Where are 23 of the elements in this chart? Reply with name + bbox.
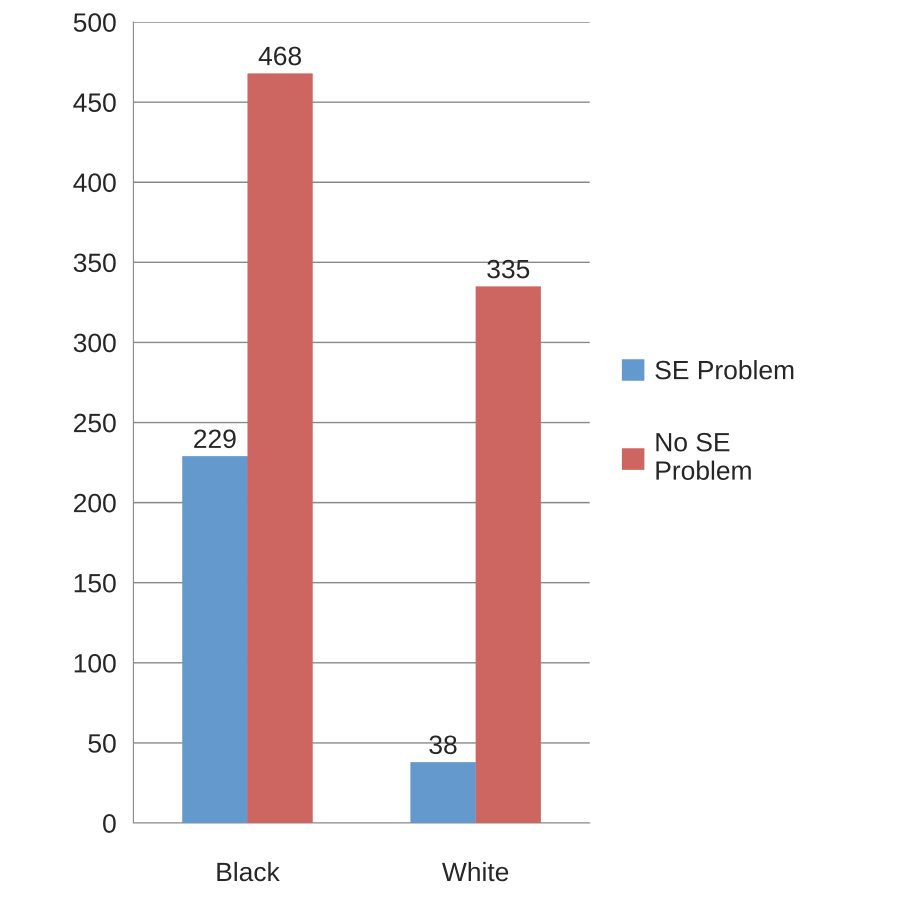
data-label: 468: [258, 46, 301, 66]
y-tick-label: 100: [74, 654, 116, 673]
y-tick-label: 50: [88, 734, 116, 753]
y-tick-label: 400: [73, 173, 116, 192]
y-tick-label: 0: [103, 814, 116, 833]
y-tick-label: 250: [74, 414, 116, 432]
y-tick-label: 300: [74, 334, 116, 352]
bar: [410, 762, 476, 823]
data-label: 335: [487, 260, 530, 278]
y-tick-label: 450: [73, 93, 116, 112]
bar: [182, 456, 248, 823]
data-label: 38: [429, 735, 457, 754]
legend-label: No SE Problem: [656, 432, 751, 480]
x-tick-label: White: [442, 862, 508, 882]
y-tick-label: 350: [74, 253, 116, 272]
legend-label: SE Problem: [655, 360, 794, 380]
bar: [247, 73, 313, 823]
x-tick-label: Black: [217, 862, 280, 882]
bar: [476, 286, 541, 823]
data-label: 229: [194, 429, 236, 448]
y-tick-label: 150: [74, 574, 116, 593]
y-tick-label: 200: [74, 494, 116, 512]
y-tick-label: 500: [74, 13, 116, 32]
